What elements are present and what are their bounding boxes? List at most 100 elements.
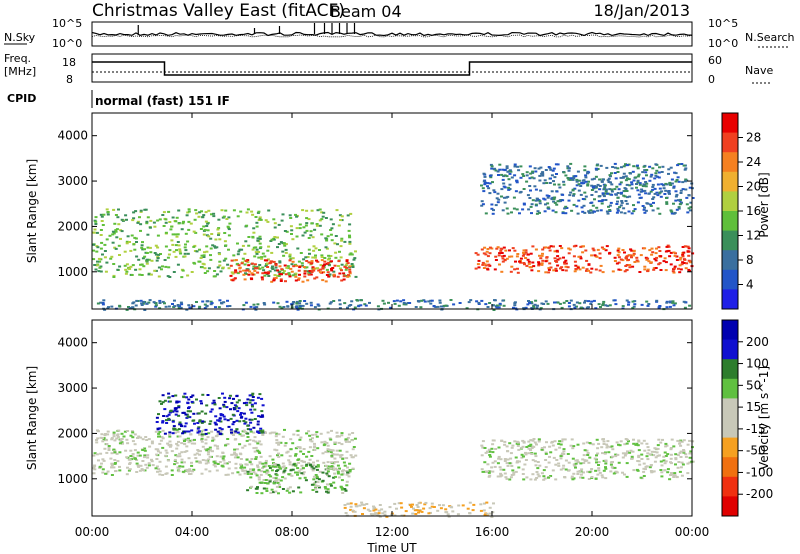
- scatter-cell: [135, 471, 139, 473]
- scatter-cell: [244, 469, 247, 472]
- scatter-cell: [509, 476, 513, 479]
- scatter-cell: [243, 263, 247, 266]
- scatter-cell: [287, 473, 291, 476]
- scatter-cell: [533, 478, 537, 481]
- scatter-cell: [131, 306, 135, 309]
- scatter-cell: [139, 210, 143, 213]
- scatter-cell: [592, 187, 596, 190]
- scatter-cell: [144, 208, 148, 211]
- scatter-cell: [317, 269, 321, 272]
- scatter-cell: [461, 504, 465, 507]
- scatter-cell: [633, 303, 637, 306]
- colorbar-tick-label: 24: [746, 155, 761, 169]
- scatter-cell: [250, 272, 254, 275]
- scatter-cell: [112, 263, 116, 265]
- scatter-cell: [195, 460, 199, 463]
- scatter-cell: [649, 190, 653, 193]
- scatter-cell: [501, 299, 505, 302]
- scatter-cell: [198, 419, 202, 422]
- scatter-cell: [576, 461, 580, 464]
- scatter-cell: [190, 400, 194, 403]
- scatter-cell: [273, 465, 277, 468]
- scatter-cell: [665, 444, 669, 447]
- scatter-cell: [555, 173, 558, 175]
- scatter-cell: [333, 264, 337, 267]
- scatter-cell: [399, 300, 403, 303]
- noise-left-tick-bottom: 10^0: [52, 37, 82, 50]
- scatter-cell: [285, 230, 289, 233]
- scatter-cell: [104, 270, 108, 273]
- scatter-cell: [255, 252, 259, 255]
- scatter-cell: [352, 446, 356, 448]
- scatter-cell: [249, 277, 253, 280]
- scatter-cell: [168, 435, 172, 438]
- x-tick-label: 04:00: [175, 525, 210, 539]
- scatter-cell: [186, 211, 190, 214]
- scatter-cell: [125, 473, 129, 476]
- scatter-cell: [368, 510, 372, 512]
- scatter-cell: [624, 265, 628, 267]
- scatter-cell: [541, 171, 545, 174]
- scatter-cell: [259, 429, 262, 432]
- scatter-cell: [267, 271, 270, 274]
- scatter-cell: [312, 464, 315, 467]
- scatter-cell: [258, 440, 262, 443]
- scatter-cell: [249, 428, 253, 431]
- scatter-cell: [176, 435, 180, 438]
- scatter-cell: [526, 253, 530, 256]
- scatter-cell: [623, 195, 627, 198]
- scatter-cell: [303, 231, 307, 234]
- colorbar-tick-label: -50: [746, 444, 766, 458]
- scatter-cell: [321, 266, 325, 269]
- scatter-cell: [614, 470, 618, 473]
- scatter-cell: [143, 449, 147, 452]
- scatter-cell: [135, 459, 139, 461]
- scatter-cell: [259, 473, 263, 476]
- scatter-cell: [287, 459, 291, 462]
- scatter-cell: [204, 442, 208, 445]
- scatter-cell: [499, 458, 503, 461]
- scatter-cell: [233, 451, 237, 454]
- scatter-cell: [651, 186, 655, 188]
- scatter-cell: [524, 451, 527, 454]
- scatter-cell: [582, 204, 586, 207]
- scatter-cell: [522, 251, 525, 254]
- scatter-cell: [209, 300, 213, 303]
- scatter-cell: [275, 439, 279, 442]
- scatter-cell: [120, 432, 124, 435]
- scatter-cell: [550, 190, 554, 193]
- scatter-cell: [568, 167, 571, 170]
- scatter-cell: [655, 169, 659, 172]
- scatter-cell: [266, 262, 269, 265]
- scatter-cell: [481, 470, 485, 473]
- scatter-cell: [326, 448, 330, 451]
- scatter-cell: [234, 430, 238, 433]
- scatter-cell: [139, 229, 142, 232]
- scatter-cell: [243, 466, 247, 469]
- scatter-cell: [487, 475, 491, 478]
- scatter-cell: [674, 172, 678, 175]
- scatter-cell: [250, 210, 254, 213]
- scatter-cell: [515, 255, 519, 258]
- scatter-cell: [561, 199, 565, 202]
- scatter-cell: [157, 435, 160, 438]
- scatter-cell: [161, 429, 165, 432]
- scatter-cell: [93, 468, 97, 471]
- scatter-cell: [525, 446, 529, 448]
- scatter-cell: [517, 442, 520, 445]
- scatter-cell: [636, 444, 640, 447]
- scatter-cell: [198, 420, 202, 423]
- scatter-cell: [533, 185, 537, 188]
- scatter-cell: [129, 434, 133, 437]
- scatter-cell: [193, 218, 197, 221]
- scatter-cell: [252, 439, 256, 442]
- scatter-cell: [267, 209, 271, 212]
- scatter-cell: [603, 184, 607, 187]
- scatter-cell: [329, 438, 333, 441]
- scatter-cell: [576, 170, 580, 173]
- scatter-cell: [147, 273, 151, 276]
- scatter-cell: [250, 262, 254, 265]
- scatter-cell: [178, 305, 182, 308]
- scatter-cell: [333, 242, 337, 245]
- scatter-cell: [167, 413, 171, 416]
